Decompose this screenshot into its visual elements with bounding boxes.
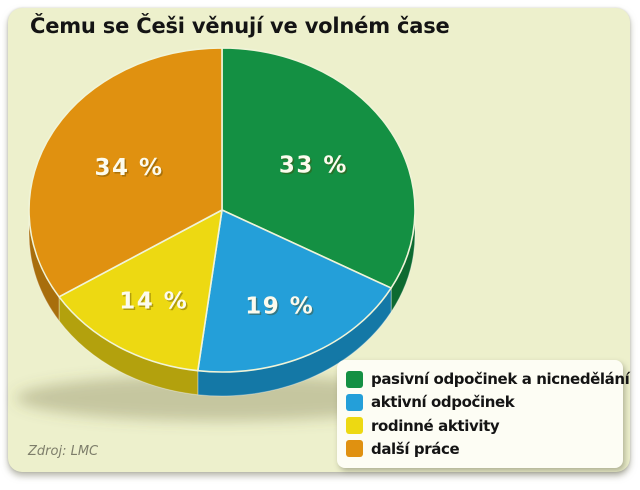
pie-shadow [16,375,428,421]
pie-slice [221,47,416,289]
legend-swatch-icon [346,440,363,458]
legend: pasivní odpočinek a nicnedělání aktivní o… [337,360,630,468]
pie-slice [28,47,223,298]
pie-slice [58,209,223,372]
slice-value-shadow: 14 % [121,290,190,316]
legend-swatch-icon [346,370,363,388]
legend-swatch-icon [346,417,363,435]
legend-item: další práce [346,440,614,458]
slice-value-shadow: 19 % [247,295,316,321]
slice-value-label: 34 % [94,155,163,181]
slice-value-label: 33 % [279,153,348,179]
slice-value-shadow: 33 % [280,154,349,180]
slice-value-label: 19 % [245,293,314,319]
legend-item: aktivní odpočinek [346,393,614,411]
chart-title: Čemu se Češi věnují ve volném čase [30,14,450,38]
source-note: Zdroj: LMC [28,444,99,459]
slice-value-label: 14 % [119,288,188,314]
legend-label: rodinné aktivity [371,416,500,435]
legend-label: aktivní odpočinek [371,393,515,412]
legend-swatch-icon [346,393,363,411]
legend-item: pasivní odpočinek a nicnedělání [346,370,630,388]
legend-item: rodinné aktivity [346,417,614,435]
pie-slice [197,209,392,373]
legend-label: další práce [371,439,460,458]
slice-value-shadow: 34 % [96,157,165,183]
legend-label: pasivní odpočinek a nicnedělání [371,370,630,389]
